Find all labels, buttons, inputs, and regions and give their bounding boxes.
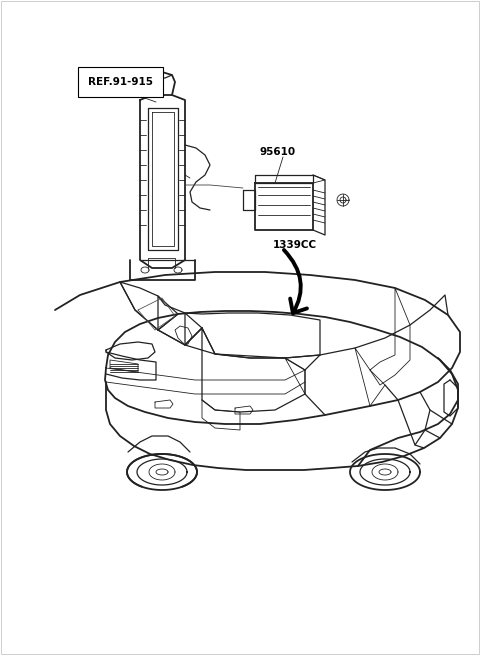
Text: 1339CC: 1339CC (273, 240, 317, 250)
Text: REF.91-915: REF.91-915 (88, 77, 153, 87)
FancyArrowPatch shape (284, 250, 307, 313)
Text: 95610: 95610 (260, 147, 296, 157)
